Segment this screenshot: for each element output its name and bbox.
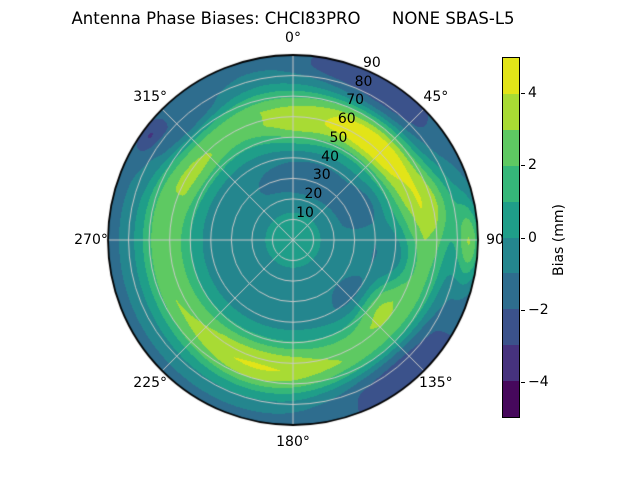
- colorbar-tick: [521, 309, 525, 311]
- colorbar-tick: [521, 165, 525, 167]
- radial-tick-label: 80: [354, 73, 373, 90]
- azimuth-tick-label: 225°: [133, 374, 168, 391]
- colorbar-band: [503, 273, 519, 310]
- colorbar-tick: [521, 237, 525, 239]
- colorbar-band: [503, 129, 519, 166]
- colorbar-band: [503, 381, 519, 418]
- colorbar-band: [503, 201, 519, 238]
- radial-tick-label: 50: [329, 129, 348, 146]
- azimuth-tick-label: 45°: [423, 89, 449, 106]
- colorbar-band: [503, 165, 519, 202]
- azimuth-tick-label: 90: [486, 232, 504, 248]
- colorbar-tick-label: 4: [528, 85, 537, 102]
- radial-tick-label: 10: [296, 204, 314, 221]
- colorbar-tick: [521, 93, 525, 95]
- radial-tick-label: 70: [346, 92, 365, 109]
- colorbar-band: [503, 309, 519, 346]
- colorbar-band: [503, 237, 519, 274]
- colorbar-tick: [521, 381, 525, 383]
- azimuth-tick-label: 0°: [285, 30, 301, 46]
- radial-tick-label: 90: [362, 54, 381, 71]
- colorbar-axis-label: Bias (mm): [551, 203, 567, 277]
- colorbar-tick-label: −2: [528, 301, 549, 318]
- colorbar-band: [503, 58, 519, 94]
- radial-tick-label: 60: [337, 111, 356, 128]
- azimuth-tick-label: 270°: [74, 232, 108, 248]
- azimuth-tick-label: 180°: [276, 434, 310, 450]
- radial-tick-label: 20: [304, 186, 323, 203]
- radial-tick-label: 40: [321, 148, 340, 165]
- colorbar-tick-label: −4: [528, 373, 549, 390]
- colorbar-band: [503, 345, 519, 382]
- radial-tick-label: 30: [312, 167, 331, 184]
- colorbar-tick-label: 0: [528, 229, 537, 246]
- colorbar-band: [503, 93, 519, 130]
- colorbar: [502, 57, 520, 418]
- colorbar-tick-label: 2: [528, 157, 537, 174]
- azimuth-tick-label: 135°: [418, 374, 453, 391]
- azimuth-tick-label: 315°: [133, 89, 168, 106]
